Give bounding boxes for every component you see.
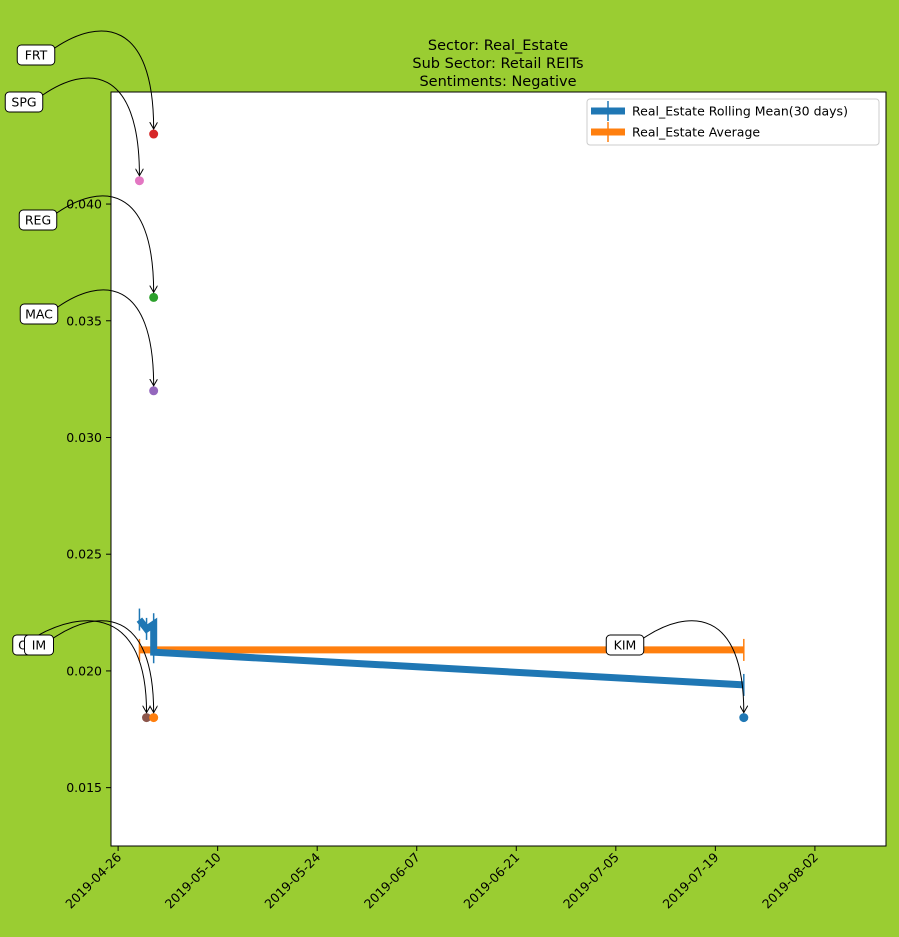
legend-label: Real_Estate Average xyxy=(632,125,760,140)
annotation-label: KIM xyxy=(614,638,637,653)
data-point xyxy=(149,713,159,723)
title-line: Sector: Real_Estate xyxy=(428,38,568,54)
annotation-arrow xyxy=(53,620,154,713)
data-point xyxy=(149,129,159,139)
y-tick-label: 0.025 xyxy=(66,547,102,562)
annotation-label: MAC xyxy=(25,307,53,322)
y-tick-label: 0.020 xyxy=(66,663,102,678)
annotation-arrow xyxy=(643,620,744,713)
annotation-box xyxy=(4,91,44,113)
x-tick-label: 2019-05-10 xyxy=(162,849,224,911)
points-layer xyxy=(134,129,749,723)
annotation-arrow xyxy=(54,30,154,129)
annotation-arrow xyxy=(32,620,146,713)
x-tick-label: 2019-04-26 xyxy=(62,849,124,911)
title-line: Sub Sector: Retail REITs xyxy=(412,56,583,72)
y-tick-label: 0.035 xyxy=(66,313,102,328)
annotation-arrow xyxy=(57,289,154,386)
plot-area xyxy=(110,91,887,847)
annotation-label: SPG xyxy=(11,95,36,110)
x-tick-label: 2019-08-02 xyxy=(759,850,821,912)
chart-title: Sector: Real_Estate Sub Sector: Retail RE… xyxy=(412,38,583,90)
y-axis: 0.015 0.020 0.025 0.030 0.035 0.040 xyxy=(66,197,111,795)
x-tick-label: 2019-06-07 xyxy=(361,850,423,912)
annotations-layer: FRT SPG REG MAC O IM KIM xyxy=(4,30,744,713)
annotation-box xyxy=(18,209,58,231)
annotation-arrow xyxy=(42,77,140,176)
legend-label: Real_Estate Rolling Mean(30 days) xyxy=(632,104,848,119)
annotation-box xyxy=(605,634,645,656)
annotation-label: O xyxy=(18,638,28,653)
x-axis: 2019-04-26 2019-05-10 2019-05-24 2019-06-07… xyxy=(62,846,821,911)
annotation-box xyxy=(16,44,56,66)
legend: Real_Estate Rolling Mean(30 days) Real_Es… xyxy=(586,98,880,146)
x-tick-label: 2019-07-19 xyxy=(659,849,721,911)
x-tick-label: 2019-05-24 xyxy=(261,849,323,911)
annotation-box xyxy=(19,303,59,325)
data-point xyxy=(149,292,159,302)
data-point xyxy=(142,713,152,723)
x-tick-label: 2019-07-05 xyxy=(560,850,622,912)
data-point xyxy=(134,176,144,186)
data-point xyxy=(739,713,749,723)
x-tick-label: 2019-06-21 xyxy=(460,850,522,912)
title-line: Sentiments: Negative xyxy=(419,74,576,90)
annotation-arrow xyxy=(56,195,154,293)
annotation-label: IM xyxy=(32,638,46,653)
y-tick-label: 0.040 xyxy=(66,197,102,212)
annotation-label: REG xyxy=(25,213,51,228)
legend-frame xyxy=(586,98,880,146)
data-point xyxy=(149,386,159,396)
annotation-box xyxy=(24,634,54,656)
y-tick-label: 0.015 xyxy=(66,780,102,795)
y-tick-label: 0.030 xyxy=(66,430,102,445)
annotation-label: FRT xyxy=(25,48,48,63)
